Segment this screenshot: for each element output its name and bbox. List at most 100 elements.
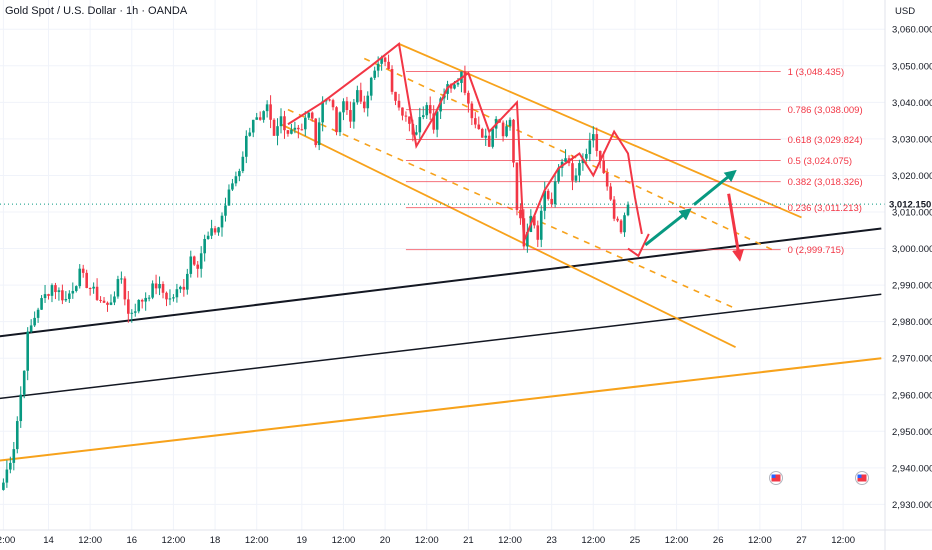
candle-body bbox=[182, 286, 186, 290]
candle-body bbox=[5, 469, 9, 483]
candle-body bbox=[290, 129, 293, 134]
candle-body bbox=[362, 101, 366, 109]
time-tick-label: 18 bbox=[210, 535, 221, 546]
candle-body bbox=[113, 296, 116, 303]
candle-body bbox=[543, 190, 547, 211]
candle-body bbox=[22, 370, 26, 395]
candle-body bbox=[147, 297, 151, 299]
channel-lower-line bbox=[280, 123, 736, 349]
candle-body bbox=[106, 302, 109, 305]
candle-body bbox=[206, 235, 210, 239]
candle-body bbox=[19, 394, 23, 422]
time-tick-label: 19 bbox=[297, 535, 308, 546]
price-tick-label: 2,990.000 bbox=[892, 281, 932, 292]
candle-body bbox=[57, 290, 61, 293]
candle-body bbox=[578, 163, 581, 176]
candle-body bbox=[102, 300, 106, 303]
time-tick-label: 12:00 bbox=[245, 535, 269, 546]
candle-body bbox=[539, 210, 543, 240]
price-tick-label: 3,040.000 bbox=[892, 98, 932, 109]
candle-body bbox=[619, 220, 623, 233]
candle-body bbox=[196, 264, 200, 269]
candle-body bbox=[40, 298, 43, 310]
candle-body bbox=[626, 204, 630, 216]
candle-body bbox=[175, 289, 179, 298]
candle-body bbox=[140, 299, 144, 302]
fib-level-label: 0.5 (3,024.075) bbox=[788, 156, 852, 167]
candle-body bbox=[85, 272, 88, 288]
candle-body bbox=[255, 117, 259, 120]
candle-body bbox=[168, 298, 172, 300]
candle-body bbox=[612, 199, 616, 219]
time-tick-label: 12:00 bbox=[831, 535, 855, 546]
fib-level-label: 0.618 (3,029.824) bbox=[788, 135, 863, 146]
candle-body bbox=[297, 127, 300, 130]
candle-body bbox=[595, 134, 599, 151]
price-tick-label: 2,960.000 bbox=[892, 390, 932, 401]
candle-body bbox=[623, 215, 626, 233]
candle-body bbox=[376, 63, 380, 71]
us-flag-stripes bbox=[857, 474, 867, 482]
us-flag-canton bbox=[771, 474, 776, 478]
candle-body bbox=[533, 215, 536, 226]
fibonacci-retracement: 1 (3,048.435) 0.786 (3,038.009) 0.618 (3,0… bbox=[405, 67, 863, 256]
bullish-arrow-2 bbox=[692, 169, 737, 206]
candle-body bbox=[314, 118, 317, 146]
candle-body bbox=[279, 116, 283, 127]
candle-body bbox=[536, 225, 540, 240]
time-tick-label: 16 bbox=[127, 535, 138, 546]
last-price-badge bbox=[886, 196, 932, 213]
candle-body bbox=[192, 256, 196, 265]
time-axis[interactable]: 12:00 14 12:00 16 12:00 18 12:00 19 12:00 20 12:00… bbox=[0, 535, 855, 546]
wave-path bbox=[287, 42, 643, 242]
time-tick-label: 12:00 bbox=[498, 535, 522, 546]
candle-body bbox=[33, 317, 36, 326]
candle-body bbox=[564, 158, 567, 162]
candle-body bbox=[335, 107, 338, 133]
candle-body bbox=[439, 98, 442, 112]
candle-body bbox=[463, 71, 467, 93]
candle-body bbox=[276, 126, 279, 136]
price-axis[interactable]: 3,060.000 3,050.000 3,040.000 3,030.000 3,02… bbox=[892, 25, 932, 511]
candle-body bbox=[213, 228, 217, 233]
candle-body bbox=[262, 111, 265, 120]
candle-body bbox=[512, 119, 515, 163]
time-tick-label: 25 bbox=[630, 535, 641, 546]
candle-body bbox=[172, 297, 175, 299]
candle-body bbox=[321, 101, 324, 123]
currency-label[interactable]: USD bbox=[895, 6, 915, 17]
candle-body bbox=[71, 290, 75, 294]
time-tick-label: 20 bbox=[380, 535, 391, 546]
time-tick-label: 12:00 bbox=[581, 535, 605, 546]
candle-body bbox=[251, 119, 255, 133]
support-line-lower bbox=[0, 293, 882, 400]
price-tick-label: 2,970.000 bbox=[892, 354, 932, 365]
time-tick-label: 12:00 bbox=[162, 535, 186, 546]
fib-level-label: 0.236 (3,011.213) bbox=[788, 203, 862, 214]
candle-body bbox=[310, 112, 314, 119]
time-tick-label: 12:00 bbox=[748, 535, 772, 546]
candle-body bbox=[588, 140, 592, 155]
candle-body bbox=[515, 162, 519, 210]
candle-body bbox=[574, 175, 578, 181]
candle-body bbox=[154, 283, 158, 289]
economic-events[interactable] bbox=[769, 471, 869, 485]
candle-body bbox=[598, 150, 602, 161]
candle-body bbox=[571, 163, 574, 181]
time-tick-label: 27 bbox=[796, 535, 807, 546]
candle-body bbox=[359, 90, 363, 102]
candle-body bbox=[609, 186, 612, 200]
candle-body bbox=[349, 110, 352, 122]
candle-body bbox=[508, 119, 512, 127]
candle-body bbox=[43, 294, 47, 299]
candle-body bbox=[345, 101, 349, 111]
candle-body bbox=[356, 90, 359, 103]
candle-body bbox=[480, 128, 484, 138]
candle-body bbox=[484, 135, 488, 138]
candle-body bbox=[179, 286, 182, 290]
candle-body bbox=[293, 127, 297, 130]
candle-body bbox=[487, 135, 491, 147]
candle-body bbox=[2, 482, 5, 490]
candle-body bbox=[585, 154, 588, 159]
candle-body bbox=[234, 176, 238, 184]
